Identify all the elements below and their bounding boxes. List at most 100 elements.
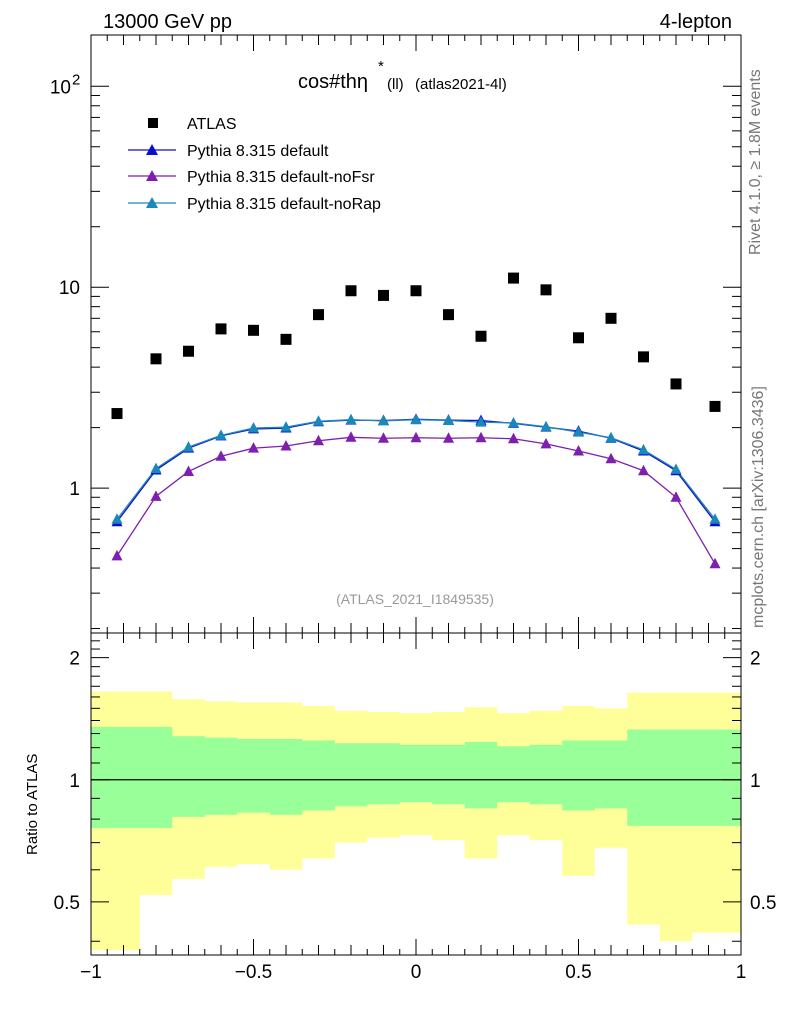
mc-point-2-1 [150,490,162,501]
data-point-2 [183,345,194,357]
analysis-watermark: (ATLAS_2021_I1849535) [336,591,494,607]
header-left: 13000 GeV pp [103,11,232,33]
mc-point-3-4 [248,422,259,433]
mc-point-3-15 [605,431,617,443]
data-point-8 [378,289,389,301]
data-point-14 [573,332,584,344]
data-point-11 [475,330,487,342]
mc-point-3-5 [280,421,292,432]
ratio-ytick-label-right: 2 [750,649,761,670]
header-right: 4-lepton [660,11,732,33]
title-main: cos#thη [298,71,368,93]
mc-point-3-0 [111,513,123,524]
mc-point-2-4 [248,442,259,453]
xtick-label: −1 [80,962,102,983]
data-point-17 [670,378,682,390]
main-ytick-label: 10 [50,77,71,98]
mc-point-2-8 [378,432,389,443]
ratio-bands [91,691,741,951]
mc-point-2-16 [638,464,649,476]
data-point-1 [150,353,162,365]
xtick-label: 1 [736,962,747,983]
xtick-label: 0 [411,962,422,983]
data-point-10 [443,309,454,321]
legend-marker-nofsr [146,170,158,181]
mc-point-3-14 [573,426,584,437]
axis-ticks [90,35,742,955]
mc-point-3-12 [508,416,519,428]
legend-marker-atlas [148,118,158,128]
data-point-0 [111,408,123,420]
main-ytick-label: 1 [69,479,80,500]
mc-point-2-17 [670,491,682,502]
ratio-ytick-label-right: 1 [750,771,761,792]
mc-point-3-10 [443,414,454,426]
xtick-label: −0.5 [235,962,273,983]
ratio-ytick-label-left: 2 [69,649,80,670]
mc-point-2-18 [709,557,721,569]
mc-point-3-18 [709,513,721,524]
ratio-y-axis-label: Ratio to ATLAS [24,754,41,855]
mc-point-3-16 [638,443,649,455]
mc-point-2-5 [280,440,292,451]
legend-label-norap: Pythia 8.315 default-noRap [187,196,381,213]
data-point-16 [638,351,649,363]
data-point-4 [248,324,259,336]
ratio-inner-band [91,726,741,829]
data-point-3 [215,323,227,335]
mc-point-2-13 [540,437,552,449]
title-tag: (atlas2021-4l) [415,76,507,93]
data-point-15 [605,312,617,324]
plot-title: cos#thη * (ll) (atlas2021-4l) [298,58,507,93]
mc-point-2-9 [410,431,422,443]
main-ytick-label-exponent: 2 [72,71,80,88]
mc-point-3-6 [313,415,324,426]
ratio-ytick-label-left: 1 [69,771,80,792]
ratio-ytick-label-left: 0.5 [54,893,80,914]
mc-point-2-0 [111,549,123,561]
legend: ATLAS Pythia 8.315 default Pythia 8.315 … [128,116,381,213]
title-sub: (ll) [387,76,404,93]
mc-point-3-3 [215,429,227,440]
mc-point-2-3 [215,450,227,461]
mc-point-3-9 [410,413,422,425]
data-point-6 [313,309,324,321]
main-ytick-label: 10 [59,278,80,299]
mc-point-3-8 [378,414,389,426]
mc-point-2-7 [345,431,357,442]
data-point-12 [508,272,519,284]
series-line-2 [116,436,716,565]
mc-point-2-6 [313,434,324,446]
mc-point-2-2 [183,465,194,476]
mc-point-3-17 [670,463,682,474]
data-point-5 [280,333,292,345]
data-point-18 [709,400,721,412]
mc-point-3-1 [150,462,162,474]
mc-point-2-12 [508,432,519,444]
mcplots-label: mcplots.cern.ch [arXiv:1306.3436] [750,386,767,628]
mc-point-3-11 [475,416,487,427]
legend-label-nofsr: Pythia 8.315 default-noFsr [187,169,375,186]
legend-marker-default [146,144,158,155]
ratio-ytick-label-right: 0.5 [750,893,776,914]
mc-point-3-7 [345,413,357,425]
xtick-label: 0.5 [565,962,591,983]
atlas-data-markers [111,272,721,420]
title-sup: * [378,58,384,75]
mc-point-2-14 [573,444,584,456]
legend-label-default: Pythia 8.315 default [187,143,329,160]
mc-point-3-13 [540,420,552,432]
data-point-9 [410,285,422,297]
rivet-version-label: Rivet 4.1.0, ≥ 1.8M events [747,69,764,255]
mc-point-2-10 [443,432,454,443]
legend-label-atlas: ATLAS [187,116,237,133]
mc-point-2-15 [605,452,617,464]
mc-series-markers [111,413,721,569]
mc-point-2-11 [475,431,487,443]
mc-point-3-2 [183,441,194,452]
data-point-13 [540,284,552,296]
data-point-7 [345,285,357,297]
legend-marker-norap [146,197,158,208]
